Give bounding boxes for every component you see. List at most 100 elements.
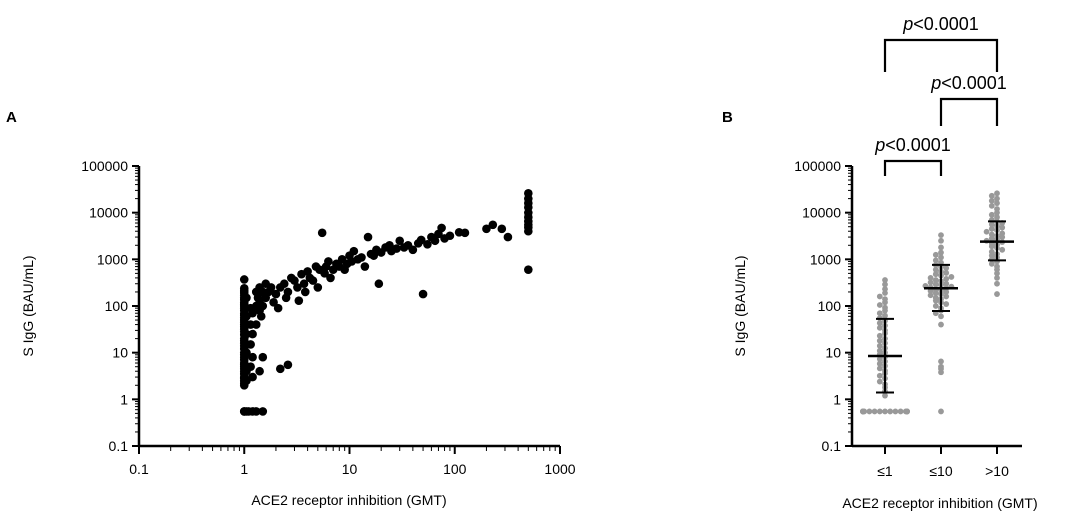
panel-a: A 0.1 1 10 100 1000 10000 100000 S IgG (BAU/mL… bbox=[6, 109, 576, 508]
y-tick-label: 1 bbox=[833, 391, 841, 407]
data-point bbox=[261, 279, 271, 289]
data-point bbox=[938, 313, 944, 320]
data-point bbox=[938, 249, 944, 256]
data-point bbox=[876, 356, 883, 362]
data-point bbox=[943, 301, 950, 307]
data-point bbox=[290, 276, 299, 285]
p-value-label: p<0.0001 bbox=[874, 135, 951, 155]
data-point bbox=[948, 274, 955, 280]
x-tick-label: 0.1 bbox=[129, 461, 149, 477]
y-tick-label: 10000 bbox=[802, 205, 841, 221]
significance-bracket bbox=[883, 159, 943, 176]
data-point bbox=[324, 257, 333, 266]
data-point bbox=[938, 408, 944, 415]
data-point bbox=[938, 244, 944, 251]
data-point bbox=[357, 253, 366, 262]
data-point bbox=[248, 308, 257, 318]
y-tick-label: 10000 bbox=[89, 205, 128, 221]
data-point bbox=[497, 224, 507, 234]
y-tick-label: 100 bbox=[818, 298, 842, 314]
data-point bbox=[876, 408, 883, 415]
data-point bbox=[395, 236, 405, 246]
data-point bbox=[887, 408, 894, 415]
data-point bbox=[938, 363, 944, 370]
panel-b-y-axis-title: S IgG (BAU/mL) bbox=[732, 255, 748, 356]
data-point bbox=[303, 267, 312, 276]
data-point bbox=[258, 352, 268, 362]
data-point bbox=[988, 197, 995, 204]
data-point bbox=[482, 224, 491, 234]
data-point bbox=[938, 232, 944, 239]
data-point bbox=[876, 320, 883, 327]
data-point bbox=[882, 408, 888, 415]
data-point bbox=[927, 275, 934, 281]
data-point bbox=[246, 362, 255, 372]
panel-b-summary-bars bbox=[868, 220, 1014, 394]
data-point bbox=[932, 257, 939, 264]
data-point bbox=[932, 251, 939, 258]
data-point bbox=[897, 408, 904, 415]
data-point bbox=[988, 211, 995, 218]
data-point bbox=[258, 407, 268, 416]
data-point bbox=[271, 289, 281, 299]
panel-b-x-axis: ≤1 ≤10 >10 ACE2 receptor inhibition (GMT) bbox=[842, 444, 1038, 511]
data-point bbox=[999, 224, 1006, 231]
data-point bbox=[943, 265, 950, 271]
data-point bbox=[248, 372, 257, 382]
data-point bbox=[275, 364, 285, 374]
data-point bbox=[988, 248, 995, 255]
data-point bbox=[994, 206, 1000, 212]
data-point bbox=[882, 304, 888, 311]
x-tick-label: >10 bbox=[985, 463, 1009, 479]
data-point bbox=[279, 279, 289, 289]
x-tick-label: 10 bbox=[342, 461, 358, 477]
panel-b-letter: B bbox=[722, 109, 733, 126]
data-point bbox=[988, 231, 995, 238]
data-point bbox=[876, 378, 883, 385]
data-point bbox=[374, 279, 384, 289]
x-tick-label: 1 bbox=[240, 461, 248, 477]
data-point bbox=[871, 408, 878, 415]
panel-b: B 0.1 1 10 100 1000 10000 100000 S IgG (BAU/mL… bbox=[722, 14, 1038, 511]
data-point bbox=[932, 281, 939, 288]
data-point bbox=[882, 392, 888, 399]
data-point bbox=[876, 293, 883, 300]
data-point bbox=[242, 329, 251, 339]
x-tick-label: 100 bbox=[443, 461, 467, 477]
data-point bbox=[938, 358, 944, 365]
data-point bbox=[299, 279, 309, 289]
data-point bbox=[932, 271, 939, 278]
data-point bbox=[269, 298, 278, 307]
data-point bbox=[308, 276, 318, 285]
data-point bbox=[246, 340, 255, 349]
data-point bbox=[876, 347, 883, 354]
data-point bbox=[927, 279, 934, 286]
data-point bbox=[248, 352, 257, 362]
y-tick-label: 100000 bbox=[81, 158, 128, 174]
data-point bbox=[882, 281, 888, 288]
data-point bbox=[423, 239, 432, 249]
data-point bbox=[882, 312, 888, 319]
data-point bbox=[943, 293, 950, 300]
data-point bbox=[927, 292, 934, 299]
data-point bbox=[932, 303, 939, 309]
data-point bbox=[943, 276, 950, 282]
data-point bbox=[983, 228, 990, 235]
data-point bbox=[293, 283, 302, 292]
data-point bbox=[418, 289, 428, 299]
data-point bbox=[988, 192, 995, 199]
panel-a-y-axis: 0.1 1 10 100 1000 10000 100000 S IgG (BAU/mL) bbox=[20, 158, 141, 454]
panel-b-y-axis: 0.1 1 10 100 1000 10000 100000 S IgG (BAU/mL) bbox=[732, 158, 854, 454]
data-point bbox=[999, 230, 1006, 237]
data-point bbox=[251, 320, 261, 329]
data-point bbox=[988, 260, 995, 267]
y-tick-label: 1000 bbox=[97, 251, 128, 267]
data-point bbox=[876, 360, 883, 367]
data-point bbox=[294, 296, 304, 305]
y-tick-label: 10 bbox=[112, 345, 128, 361]
data-point bbox=[437, 223, 446, 233]
data-point bbox=[239, 275, 249, 284]
data-point bbox=[488, 220, 498, 230]
data-point bbox=[239, 283, 249, 293]
data-point bbox=[932, 266, 939, 273]
